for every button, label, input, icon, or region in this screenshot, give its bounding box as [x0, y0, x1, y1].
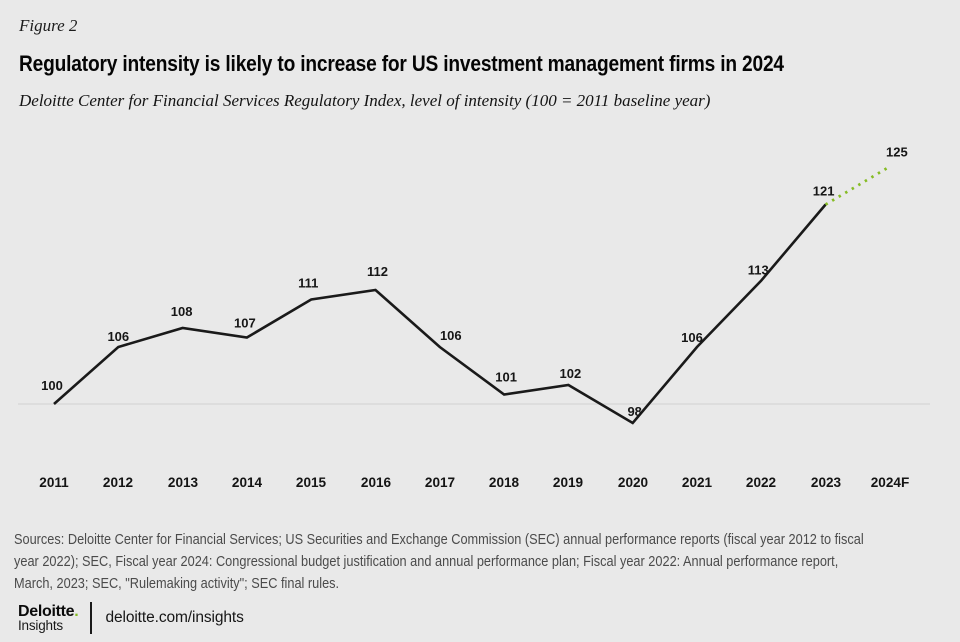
x-axis-label: 2017 [424, 474, 455, 490]
logo-insights-label: Insights [18, 617, 63, 633]
x-axis-label: 2024F [870, 474, 910, 490]
data-point-label: 112 [367, 264, 388, 279]
data-point-label: 101 [495, 370, 517, 385]
figure-label: Figure 2 [19, 16, 78, 35]
sources-line: March, 2023; SEC, "Rulemaking activity";… [14, 575, 340, 592]
data-point-label: 107 [234, 316, 256, 331]
x-axis-label: 2023 [810, 474, 841, 490]
data-point-label: 111 [298, 276, 318, 291]
data-point-label: 100 [41, 378, 63, 393]
sources-note: Sources: Deloitte Center for Financial S… [14, 529, 959, 595]
line-chart-svg: 100 106 108 107 111 112 106 101 102 98 106 113 121 12… [18, 145, 930, 425]
data-point-label: 106 [440, 328, 462, 343]
logo-green-dot: . [74, 602, 79, 620]
figure-title: Regulatory intensity is likely to increa… [19, 51, 784, 76]
data-point-label: 98 [627, 404, 641, 419]
data-point-label: 106 [107, 329, 129, 344]
x-axis-label: 2011 [39, 474, 69, 490]
x-axis-label: 2012 [103, 474, 134, 490]
x-axis-label: 2021 [681, 474, 713, 490]
data-point-label: 113 [748, 263, 769, 278]
line-chart: 100 106 108 107 111 112 106 101 102 98 106 113 121 12… [0, 130, 960, 470]
data-point-label: 121 [813, 184, 835, 199]
x-axis-label: 2015 [296, 474, 327, 490]
footer-divider [90, 602, 93, 634]
index-line-actual [53, 203, 827, 425]
data-point-label: 102 [560, 366, 582, 381]
x-axis-label: 2019 [553, 474, 584, 490]
data-point-label: 108 [171, 304, 193, 319]
x-axis-label: 2014 [231, 474, 263, 490]
footer: Deloitte. Insights deloitte.com/insights [18, 601, 244, 635]
data-point-label: 125 [886, 145, 908, 160]
x-axis-label: 2018 [488, 474, 520, 490]
footer-url[interactable]: deloitte.com/insights [105, 609, 244, 626]
index-line-forecast [824, 165, 891, 206]
deloitte-insights-logo: Deloitte. Insights [18, 602, 79, 633]
x-axis-label: 2022 [746, 474, 777, 490]
figure-subtitle: Deloitte Center for Financial Services R… [19, 91, 711, 110]
sources-line: year 2022); SEC, Fiscal year 2024: Congr… [14, 553, 839, 570]
sources-line: Sources: Deloitte Center for Financial S… [14, 531, 864, 548]
data-point-label: 106 [681, 330, 703, 345]
x-axis: 2011 2012 2013 2014 2015 2016 2017 2018 2019 2020… [0, 474, 960, 494]
x-axis-label: 2013 [167, 474, 198, 490]
x-axis-label: 2020 [617, 474, 648, 490]
x-axis-label: 2016 [360, 474, 391, 490]
logo-wordmark: Deloitte. [18, 602, 79, 620]
